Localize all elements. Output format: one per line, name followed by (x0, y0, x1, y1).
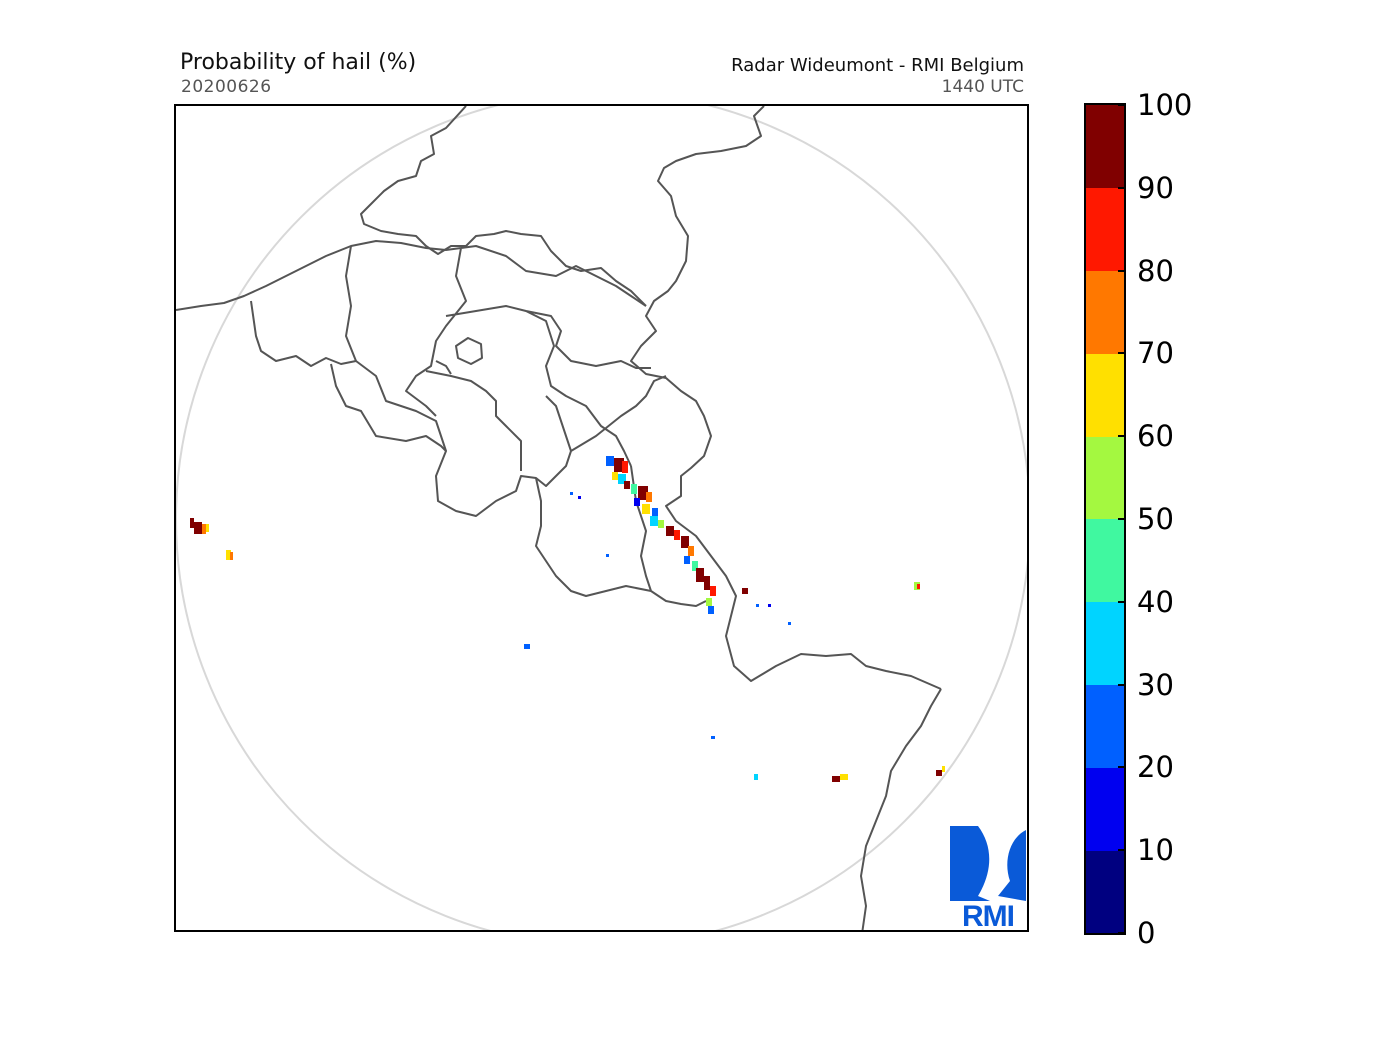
hail-cell (788, 622, 791, 625)
rmi-logo: RMI (948, 826, 1027, 932)
hail-cell (696, 568, 704, 582)
hail-cell (606, 554, 609, 557)
hail-cell (642, 504, 650, 514)
colorbar-segment (1086, 105, 1124, 189)
hail-echoes (190, 456, 945, 782)
colorbar-segment (1086, 684, 1124, 768)
hail-cell (650, 516, 658, 526)
range-ring (176, 106, 1027, 930)
hail-cell (768, 604, 771, 607)
hail-cell (614, 458, 624, 472)
plot-date: 20200626 (181, 77, 272, 97)
hail-cell (936, 770, 942, 776)
hail-cell (202, 524, 206, 534)
colorbar-tick-label: 30 (1137, 667, 1174, 702)
brussels-border (455, 337, 483, 365)
colorbar-segment (1086, 436, 1124, 520)
radar-map-svg (176, 106, 1027, 930)
colorbar-tick-mark (1118, 104, 1126, 106)
colorbar-segment (1086, 601, 1124, 686)
colorbar-segment (1086, 187, 1124, 272)
hail-cell (756, 604, 759, 607)
hail-cell (688, 546, 694, 556)
colorbar-segment (1086, 767, 1124, 851)
hail-cell (917, 584, 920, 589)
colorbar-segment (1086, 519, 1124, 603)
hail-cell (646, 492, 652, 502)
colorbar-tick-label: 100 (1137, 88, 1193, 122)
hail-cell (832, 776, 840, 782)
colorbar-tick-label: 70 (1137, 336, 1174, 371)
hail-cell (631, 484, 637, 494)
colorbar-tick-label: 90 (1137, 170, 1174, 205)
netherlands-border (360, 106, 647, 307)
hail-cell (840, 774, 848, 780)
hail-cell (194, 522, 202, 534)
hail-cell (618, 474, 626, 484)
plot-title: Probability of hail (%) (180, 50, 417, 75)
province-borders (250, 245, 707, 607)
radar-map: RMI (174, 104, 1029, 932)
hail-cell (634, 498, 640, 506)
hail-cell (570, 492, 573, 495)
hail-cell (942, 766, 945, 772)
hail-cell (711, 736, 715, 739)
hail-cell (226, 550, 231, 560)
colorbar-tick-label: 50 (1137, 502, 1174, 536)
colorbar-tick-mark (1118, 600, 1126, 603)
colorbar-segment (1086, 850, 1124, 934)
hail-cell (638, 486, 648, 500)
belgium-south-border (355, 360, 667, 517)
colorbar-tick-mark (1118, 435, 1126, 438)
hail-cell (704, 576, 710, 590)
colorbar-tick-mark (1118, 186, 1126, 189)
coastline (176, 240, 462, 311)
colorbar-tick-mark (1118, 518, 1126, 520)
colorbar-tick-label: 10 (1137, 833, 1174, 868)
hail-cell (708, 606, 714, 614)
colorbar-tick-mark (1118, 766, 1126, 769)
hail-cell (606, 456, 614, 466)
hail-cell (206, 524, 209, 532)
colorbar-tick-label: 80 (1137, 253, 1174, 288)
france-border (860, 688, 942, 930)
colorbar-tick-mark (1118, 849, 1126, 852)
hail-cell (684, 556, 690, 564)
rmi-logo-icon (950, 826, 1026, 901)
hail-cell (624, 481, 630, 489)
hail-cell (692, 561, 698, 571)
colorbar-tick-mark (1118, 932, 1126, 934)
hail-cell (622, 461, 628, 473)
colorbar (1084, 103, 1126, 935)
hail-cell (742, 588, 748, 594)
hail-cell (666, 526, 674, 536)
hail-cell (681, 536, 689, 548)
colorbar-tick-label: 60 (1137, 419, 1174, 454)
hail-cell (674, 530, 680, 540)
colorbar-tick-label: 0 (1137, 916, 1156, 950)
hail-cell (706, 598, 712, 606)
colorbar-tick-mark (1118, 269, 1126, 272)
colorbar-segment (1086, 353, 1124, 437)
colorbar-tick-mark (1118, 352, 1126, 355)
hail-cell (578, 496, 581, 499)
observation-time: 1440 UTC (941, 77, 1024, 97)
germany-border (630, 106, 942, 690)
colorbar-segment (1086, 270, 1124, 354)
hail-cell (652, 508, 658, 516)
colorbar-tick-label: 20 (1137, 750, 1174, 785)
hail-cell (658, 520, 664, 528)
hail-cell (190, 518, 194, 528)
hail-cell (754, 774, 758, 780)
hail-cell (612, 472, 618, 480)
colorbar-tick-label: 40 (1137, 584, 1174, 619)
radar-name: Radar Wideumont - RMI Belgium (731, 55, 1024, 76)
hail-cell (524, 644, 530, 649)
rmi-logo-text: RMI (962, 900, 1015, 932)
colorbar-tick-mark (1118, 683, 1126, 686)
hail-cell (230, 552, 233, 560)
hail-cell (710, 586, 716, 596)
